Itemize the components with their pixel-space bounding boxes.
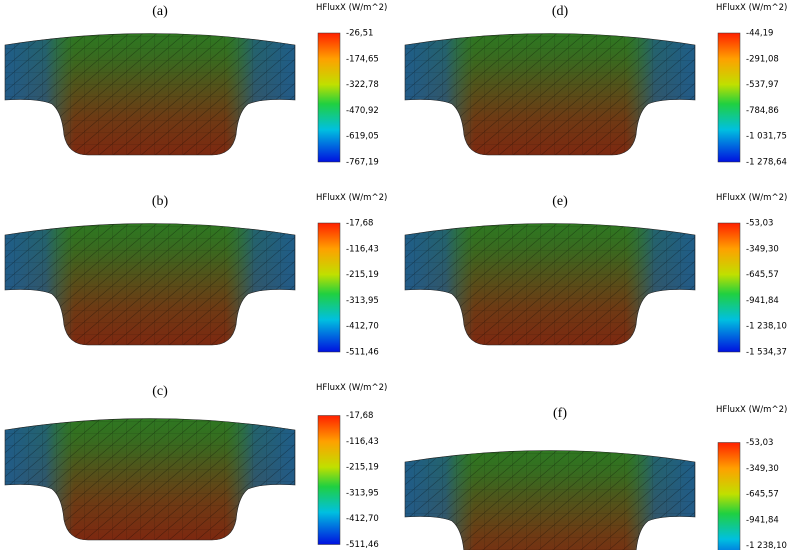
colorbar-tick-label: -412,70 — [346, 322, 379, 332]
panel: (b) HFluxX (W/m^2) -17,68 -116,43 -215,19 -31… — [4, 193, 387, 358]
mesh-plot — [404, 33, 696, 156]
mesh-plot — [404, 450, 696, 550]
panel: (e) HFluxX (W/m^2) -53,03 -349,30 -645,57 -94… — [404, 193, 787, 358]
colorbar-tick-label: -313,95 — [346, 296, 379, 306]
colorbar-tick-label: -17,68 — [346, 219, 373, 229]
colorbar-tick-label: -767,19 — [346, 158, 379, 168]
colorbar-tick-label: -784,86 — [746, 106, 779, 116]
colorbar-tick-label: -53,03 — [746, 219, 773, 229]
legend-title: HFluxX (W/m^2) — [716, 405, 787, 415]
colorbar-tick-label: -1 534,37 — [746, 348, 787, 358]
mesh-plot — [4, 418, 296, 541]
mesh — [404, 223, 696, 346]
colorbar-tick-label: -511,46 — [346, 540, 379, 550]
colorbar-tick-label: -349,30 — [746, 464, 779, 474]
mesh-plot — [4, 33, 296, 156]
panel-label: (a) — [152, 4, 168, 19]
mesh-plot — [4, 223, 296, 346]
colorbar-tick-label: -215,19 — [346, 270, 379, 280]
colorbar-tick-label: -116,43 — [346, 437, 379, 447]
colorbar-tick-label: -17,68 — [346, 411, 373, 421]
colorbar-tick-label: -645,57 — [746, 270, 779, 280]
legend-title: HFluxX (W/m^2) — [316, 193, 387, 203]
colorbar-tick-label: -470,92 — [346, 106, 379, 116]
legend-title: HFluxX (W/m^2) — [316, 383, 387, 393]
colorbar — [717, 32, 741, 163]
colorbar-tick-label: -537,97 — [746, 80, 779, 90]
mesh — [404, 33, 696, 156]
panel-label: (f) — [553, 406, 567, 421]
panel-label: (c) — [152, 384, 168, 399]
colorbar-tick-label: -349,30 — [746, 244, 779, 254]
panel-label: (d) — [552, 4, 569, 19]
mesh — [4, 33, 296, 156]
colorbar-tick-label: -511,46 — [346, 348, 379, 358]
colorbar-tick-label: -313,95 — [346, 488, 379, 498]
panel: (c) HFluxX (W/m^2) -17,68 -116,43 -215,19 -31… — [4, 383, 387, 550]
colorbar-tick-label: -1 031,75 — [746, 132, 787, 142]
colorbar-tick-label: -322,78 — [346, 80, 379, 90]
legend-title: HFluxX (W/m^2) — [716, 193, 787, 203]
colorbar-tick-label: -53,03 — [746, 438, 773, 448]
colorbar-tick-label: -941,84 — [746, 296, 779, 306]
legend-title: HFluxX (W/m^2) — [316, 3, 387, 13]
mesh-plot — [404, 223, 696, 346]
colorbar-tick-label: -116,43 — [346, 244, 379, 254]
colorbar-tick-label: -1 238,10 — [746, 541, 787, 550]
colorbar-tick-label: -1 278,64 — [746, 158, 787, 168]
colorbar — [317, 415, 341, 545]
panel: (f) HFluxX (W/m^2) -53,03 -349,30 -645,57 -94… — [404, 405, 787, 550]
colorbar-tick-label: -174,65 — [346, 54, 379, 64]
colorbar-tick-label: -44,19 — [746, 29, 773, 39]
colorbar — [317, 222, 341, 353]
mesh — [4, 223, 296, 346]
colorbar-tick-label: -645,57 — [746, 490, 779, 500]
mesh — [404, 450, 696, 550]
colorbar — [717, 222, 741, 353]
panel-label: (e) — [552, 194, 568, 209]
panel: (d) HFluxX (W/m^2) -44,19 -291,08 -537,97 -78… — [404, 3, 787, 168]
colorbar-tick-label: -941,84 — [746, 515, 779, 525]
panel: (a) HFluxX (W/m^2) -26,51 -174,65 -322,78 -47… — [4, 3, 387, 168]
colorbar-tick-label: -291,08 — [746, 54, 779, 64]
legend-title: HFluxX (W/m^2) — [716, 3, 787, 13]
colorbar — [317, 32, 341, 163]
colorbar-tick-label: -1 238,10 — [746, 322, 787, 332]
colorbar-tick-label: -412,70 — [346, 514, 379, 524]
panel-label: (b) — [152, 194, 169, 209]
colorbar-tick-label: -215,19 — [346, 463, 379, 473]
mesh — [4, 418, 296, 541]
colorbar-tick-label: -26,51 — [346, 29, 373, 39]
colorbar — [717, 442, 741, 550]
colorbar-tick-label: -619,05 — [346, 132, 379, 142]
